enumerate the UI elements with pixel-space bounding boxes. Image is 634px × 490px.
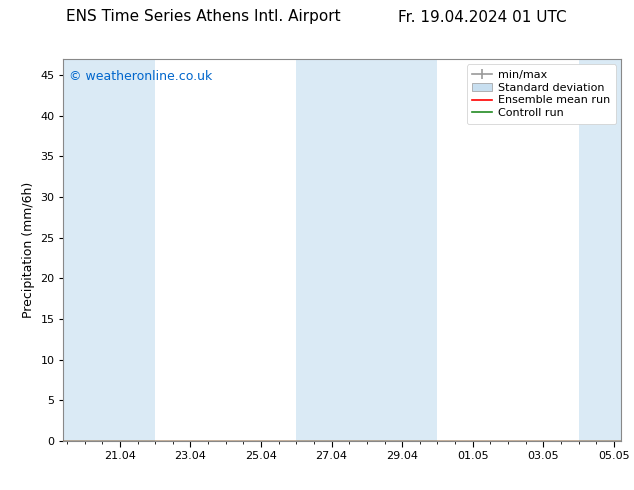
Text: © weatheronline.co.uk: © weatheronline.co.uk bbox=[69, 70, 212, 83]
Text: ENS Time Series Athens Intl. Airport: ENS Time Series Athens Intl. Airport bbox=[65, 9, 340, 24]
Legend: min/max, Standard deviation, Ensemble mean run, Controll run: min/max, Standard deviation, Ensemble me… bbox=[467, 64, 616, 124]
Bar bbox=[63, 59, 155, 441]
Bar bbox=[579, 59, 621, 441]
Text: Fr. 19.04.2024 01 UTC: Fr. 19.04.2024 01 UTC bbox=[398, 9, 566, 24]
Bar bbox=[367, 59, 437, 441]
Bar bbox=[296, 59, 367, 441]
Y-axis label: Precipitation (mm/6h): Precipitation (mm/6h) bbox=[22, 182, 35, 318]
